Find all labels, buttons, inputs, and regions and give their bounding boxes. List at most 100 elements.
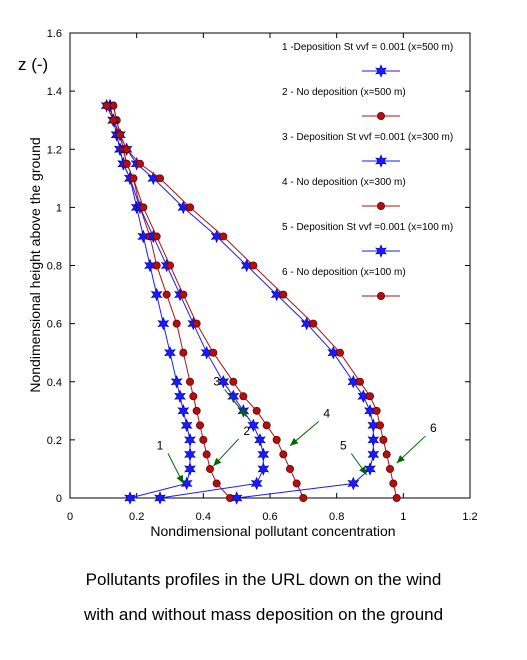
series-2-point	[192, 406, 201, 415]
series-1-point	[177, 404, 190, 418]
caption-line-1: Pollutants profiles in the URL down on t…	[85, 570, 442, 589]
series-4-point	[285, 464, 294, 473]
series-6-point	[279, 290, 288, 299]
y-tick-label: 1.2	[47, 144, 62, 156]
series-2-point	[172, 319, 181, 328]
series-6-point	[249, 261, 258, 270]
legend-label: 3 - Deposition St vvf =0.001 (x=300 m)	[282, 132, 453, 143]
series-1	[104, 98, 196, 505]
series-2-point	[185, 377, 194, 386]
series-6-point	[122, 145, 131, 154]
series-6-point	[185, 203, 194, 212]
series-group	[100, 98, 401, 505]
series-4-point	[165, 261, 174, 270]
series-5-point	[347, 476, 360, 491]
annotation-arrowhead	[290, 437, 299, 446]
series-6	[102, 101, 401, 502]
series-6-point	[109, 116, 118, 125]
x-tick-label: 0.8	[329, 511, 344, 523]
caption-line-2: with and without mass deposition on the …	[83, 605, 444, 624]
series-1-point	[184, 462, 196, 476]
series-4-point	[239, 392, 248, 401]
series-6-point	[389, 479, 398, 488]
series-2-point	[195, 421, 204, 430]
annotation-4: 4	[289, 407, 330, 447]
series-4-point	[179, 290, 188, 299]
series-4-point	[252, 406, 261, 415]
series-4-point	[262, 421, 271, 430]
series-1-point	[164, 345, 176, 360]
annotations: 1 2 3 4 5 6	[157, 375, 437, 484]
series-3-point	[257, 447, 270, 462]
series-6-point	[335, 348, 344, 357]
series-6-point	[219, 232, 228, 241]
legend-marker	[376, 112, 385, 121]
annotation-label: 2	[243, 424, 250, 438]
x-tick-label: 1.2	[462, 511, 477, 523]
series-2-point	[179, 348, 188, 357]
annotation-3: 3	[213, 375, 248, 417]
annotation-arrowhead	[396, 455, 405, 464]
annotation-arrowhead	[238, 408, 247, 417]
series-3-point	[247, 418, 260, 433]
legend-entry-1: 1 -Deposition St vvf = 0.001 (x=500 m)	[282, 42, 453, 78]
series-3-point	[254, 433, 266, 447]
series-4-point	[272, 435, 281, 444]
annotation-label: 5	[340, 439, 347, 453]
series-1-point	[184, 433, 196, 447]
series-5-point	[364, 462, 376, 476]
series-4-point	[139, 203, 148, 212]
x-tick-label: 0.2	[129, 511, 144, 523]
y-tick-label: 0.2	[47, 435, 62, 447]
series-1-point	[184, 447, 196, 462]
series-2-point	[189, 392, 198, 401]
series-5-line	[106, 105, 374, 499]
series-6-point	[379, 435, 388, 444]
series-4-point	[299, 493, 308, 502]
plot-frame	[69, 32, 471, 499]
y-tick-label: 0.8	[47, 261, 62, 273]
legend: 1 -Deposition St vvf = 0.001 (x=500 m) 2 …	[282, 42, 453, 300]
series-1-point	[150, 287, 163, 302]
series-6-point	[392, 493, 401, 502]
y-tick-label: 0	[56, 493, 62, 505]
legend-label: 6 - No deposition (x=100 m)	[282, 267, 406, 278]
legend-label: 1 -Deposition St vvf = 0.001 (x=500 m)	[282, 42, 453, 53]
series-1-point	[124, 491, 136, 505]
series-1-point	[174, 389, 186, 404]
legend-marker	[376, 291, 385, 300]
legend-label: 2 - No deposition (x=500 m)	[282, 87, 406, 98]
annotation-arrowhead	[213, 457, 222, 467]
series-6-point	[355, 377, 364, 386]
legend-marker	[375, 244, 387, 258]
series-6-point	[382, 450, 391, 459]
annotation-6: 6	[396, 421, 437, 464]
z-axis-label: z (-)	[18, 55, 48, 74]
series-3-point	[257, 462, 270, 476]
legend-label: 5 - Deposition St vvf =0.001 (x=100 m)	[282, 222, 453, 233]
x-axis-label: Nondimensional pollutant concentration	[150, 523, 395, 539]
annotation-label: 4	[323, 407, 330, 421]
series-4-point	[152, 232, 161, 241]
series-6-point	[135, 159, 144, 168]
series-4-point	[192, 319, 201, 328]
series-2-point	[202, 450, 211, 459]
x-tick-label: 0.6	[262, 511, 277, 523]
series-6-point	[155, 174, 164, 183]
series-5-point	[367, 447, 380, 462]
series-4-point	[279, 450, 288, 459]
series-3-point	[250, 476, 263, 491]
series-4-point	[292, 479, 301, 488]
series-2-point	[212, 479, 221, 488]
chart: 0 0.2 0.4 0.6 0.8 1 1.2 0 0.2 0.4 0.6 0.8 1 1.2 1.4 1.6…	[18, 28, 478, 539]
series-6-point	[375, 421, 384, 430]
series-2-point	[199, 435, 208, 444]
y-tick-label: 1.6	[47, 28, 62, 40]
series-5-point	[230, 491, 243, 505]
annotation-5: 5	[340, 439, 368, 476]
series-6-point	[309, 319, 318, 328]
series-1-point	[180, 418, 193, 433]
annotation-2: 2	[212, 424, 250, 467]
plot-area: 0 0.2 0.4 0.6 0.8 1 1.2 0 0.2 0.4 0.6 0.8 1 1.2 1.4 1.6	[47, 28, 478, 523]
x-tick-label: 1	[400, 511, 406, 523]
